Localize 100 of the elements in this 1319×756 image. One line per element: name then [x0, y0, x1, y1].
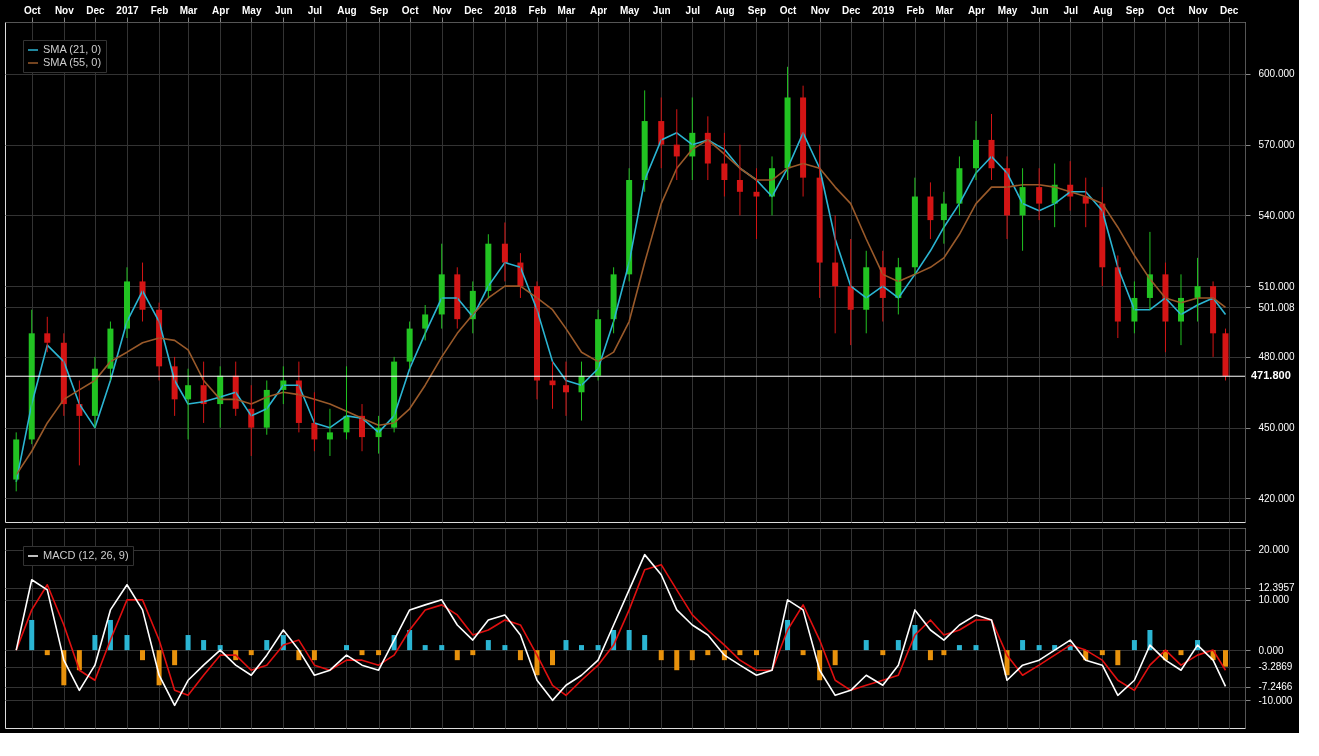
- x-tick-label: Nov: [54, 4, 75, 16]
- bar: [863, 640, 869, 651]
- x-tick-label: 2019: [872, 4, 895, 16]
- y-tick-label: 600.000: [1258, 68, 1296, 80]
- x-tick-label: Apr: [967, 4, 986, 16]
- x-tick-label: Dec: [464, 4, 483, 16]
- bar: [264, 640, 270, 651]
- bar: [800, 650, 806, 656]
- bar: [705, 650, 711, 656]
- bar: [485, 640, 491, 651]
- y-tick-label: -7.2466: [1258, 681, 1293, 693]
- x-tick-label: Mar: [179, 4, 198, 16]
- bar: [550, 650, 556, 666]
- x-tick-label: Sep: [369, 4, 389, 16]
- bar: [880, 650, 886, 656]
- bar: [1115, 650, 1121, 666]
- bar: [140, 650, 146, 661]
- x-tick-label: Dec: [1219, 4, 1239, 16]
- x-tick-label: Feb: [906, 4, 925, 16]
- x-tick-label: May: [619, 4, 640, 16]
- bar: [642, 635, 648, 651]
- bar: [941, 650, 947, 656]
- bar: [737, 650, 743, 656]
- bar: [172, 650, 178, 666]
- x-tick-label: Jun: [652, 4, 671, 16]
- bar: [359, 650, 365, 656]
- y-tick-label: -10.000: [1258, 694, 1293, 706]
- y-tick-label: 480.000: [1258, 351, 1296, 363]
- x-tick-label: Aug: [337, 4, 357, 16]
- x-tick-label: Aug: [715, 4, 735, 16]
- bar: [973, 645, 979, 651]
- bar: [185, 635, 191, 651]
- bar: [1020, 640, 1026, 651]
- y-tick-label: 510.000: [1258, 280, 1296, 292]
- x-tick-label: Oct: [23, 4, 42, 16]
- x-tick-label: Jul: [307, 4, 323, 16]
- y-tick-label: 501.008: [1258, 301, 1296, 313]
- y-tick-label: -3.2869: [1258, 661, 1293, 673]
- bar: [454, 650, 460, 661]
- bar: [29, 619, 35, 651]
- bar: [502, 645, 508, 651]
- bar: [248, 650, 254, 656]
- bar: [1223, 650, 1229, 667]
- bar: [124, 635, 130, 651]
- bar: [658, 650, 664, 661]
- x-tick-label: 2018: [494, 4, 517, 16]
- x-tick-label: Nov: [432, 4, 453, 16]
- bar: [1178, 650, 1184, 656]
- y-tick-label: 12.3957: [1258, 582, 1296, 594]
- bar: [1131, 640, 1137, 651]
- x-tick-label: Jul: [1063, 4, 1079, 16]
- y-tick-label: 10.000: [1258, 594, 1290, 606]
- x-tick-label: Jun: [274, 4, 293, 16]
- bar: [1036, 645, 1042, 651]
- x-tick-label: Oct: [401, 4, 420, 16]
- bar: [376, 650, 382, 656]
- bar: [689, 650, 695, 661]
- bar: [343, 645, 349, 651]
- bar: [674, 650, 680, 671]
- bar: [470, 650, 476, 656]
- bar: [832, 650, 838, 666]
- bar: [201, 640, 207, 651]
- x-tick-label: 2017: [116, 4, 140, 16]
- x-tick-label: Nov: [810, 4, 831, 16]
- x-tick-label: Dec: [86, 4, 105, 16]
- bar: [44, 650, 50, 656]
- x-tick-label: Sep: [1125, 4, 1145, 16]
- bar: [407, 630, 413, 651]
- bar: [895, 640, 901, 651]
- x-tick-label: Feb: [528, 4, 547, 16]
- y-tick-label: 20.000: [1258, 544, 1290, 556]
- x-tick-label: Mar: [935, 4, 954, 16]
- y-tick-label: 570.000: [1258, 139, 1296, 151]
- bar: [956, 645, 962, 651]
- x-tick-label: Jul: [685, 4, 701, 16]
- x-tick-label: Jun: [1030, 4, 1049, 16]
- bar: [927, 650, 933, 661]
- bar: [517, 650, 523, 661]
- x-tick-label: Aug: [1093, 4, 1113, 16]
- y-tick-label: 540.000: [1258, 209, 1296, 221]
- x-tick-label: Oct: [1157, 4, 1175, 16]
- bar: [92, 635, 98, 651]
- bar: [1099, 650, 1105, 656]
- y-tick-label: 450.000: [1258, 422, 1296, 434]
- x-tick-label: Apr: [212, 4, 230, 16]
- x-tick-label: Sep: [747, 4, 767, 16]
- bar: [563, 640, 569, 651]
- y-tick-label: 0.000: [1258, 644, 1284, 656]
- bar: [579, 645, 585, 651]
- x-tick-label: May: [997, 4, 1018, 16]
- bar: [311, 650, 317, 661]
- y-tick-label: 420.000: [1258, 492, 1296, 504]
- legend-label: SMA (21, 0): [43, 43, 102, 55]
- ref-line-label: 471.800: [1251, 369, 1291, 382]
- x-tick-label: Dec: [842, 4, 861, 16]
- x-tick-label: May: [242, 4, 262, 16]
- x-tick-label: Nov: [1188, 4, 1208, 16]
- x-tick-label: Apr: [589, 4, 608, 16]
- bar: [439, 645, 445, 651]
- legend-label: MACD (12, 26, 9): [43, 549, 129, 561]
